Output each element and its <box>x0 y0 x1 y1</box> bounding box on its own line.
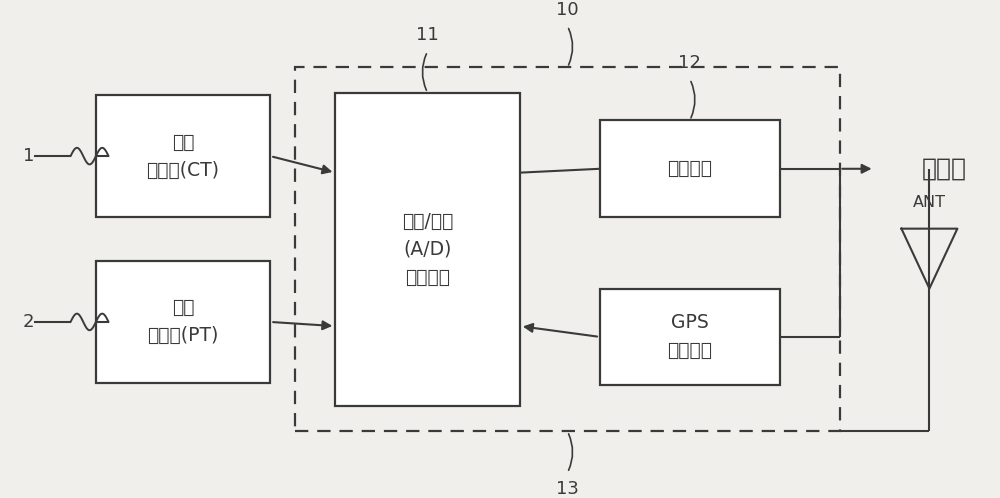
Bar <box>600 121 780 217</box>
Bar <box>96 95 270 217</box>
Text: 13: 13 <box>556 480 579 498</box>
Bar <box>335 93 520 406</box>
Text: 电流
互感器(CT): 电流 互感器(CT) <box>146 132 219 180</box>
Text: 2: 2 <box>23 313 34 331</box>
Text: 以太网: 以太网 <box>922 157 967 181</box>
Text: ANT: ANT <box>913 195 946 210</box>
Text: 11: 11 <box>416 26 439 44</box>
Text: 模拟/数字
(A/D)
转换单元: 模拟/数字 (A/D) 转换单元 <box>402 212 453 287</box>
Bar <box>96 261 270 383</box>
Text: 12: 12 <box>678 54 701 72</box>
Bar <box>600 288 780 385</box>
Text: 10: 10 <box>556 1 579 19</box>
Text: GPS
接收模块: GPS 接收模块 <box>667 313 712 361</box>
Bar <box>295 67 840 431</box>
Text: 电压
互感器(PT): 电压 互感器(PT) <box>147 298 219 346</box>
Text: 通信模块: 通信模块 <box>667 159 712 178</box>
Text: 1: 1 <box>23 147 34 165</box>
